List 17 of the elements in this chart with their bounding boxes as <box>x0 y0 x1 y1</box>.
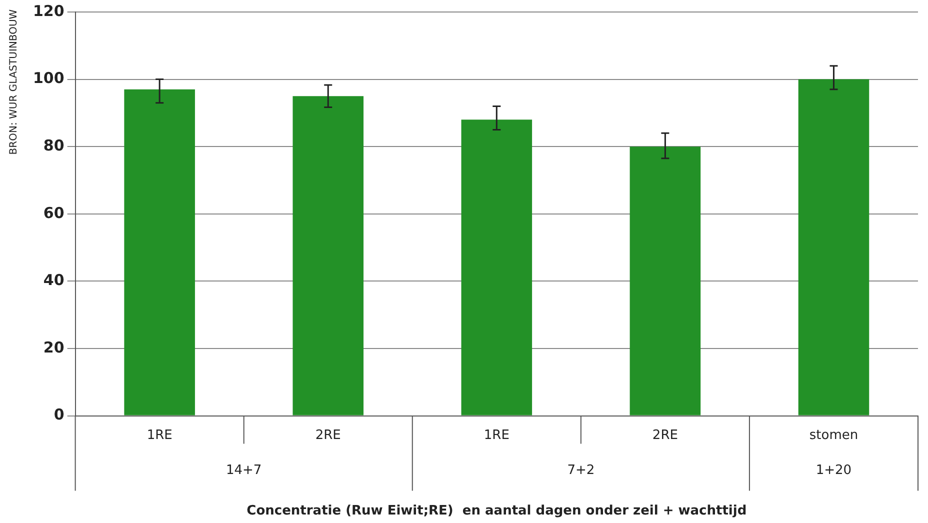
x-tick-label: 1RE <box>146 428 172 443</box>
y-tick-label: 20 <box>43 338 64 356</box>
y-tick-label: 40 <box>43 271 64 290</box>
y-tick-label: 80 <box>43 136 64 154</box>
y-tick-label: 60 <box>43 204 64 222</box>
y-tick-label: 120 <box>33 2 64 20</box>
text: 14+7 <box>226 463 262 478</box>
x-tick-label: 2RE <box>652 428 678 443</box>
text: BRON: WUR GLASTUINBOUW <box>8 9 20 155</box>
y-tick-label: 0 <box>54 406 64 424</box>
text: 1+20 <box>816 463 852 478</box>
x-axis-title: Concentratie (Ruw Eiwit;RE) en aantal dagen onder zeil + wachttijd <box>246 504 747 519</box>
text: 7+2 <box>567 463 595 478</box>
x-tick-label: stomen <box>809 428 858 443</box>
x-tick-label: 2RE <box>315 428 341 443</box>
x-tick-label: 1RE <box>484 428 510 443</box>
y-tick-label: 100 <box>33 69 64 88</box>
